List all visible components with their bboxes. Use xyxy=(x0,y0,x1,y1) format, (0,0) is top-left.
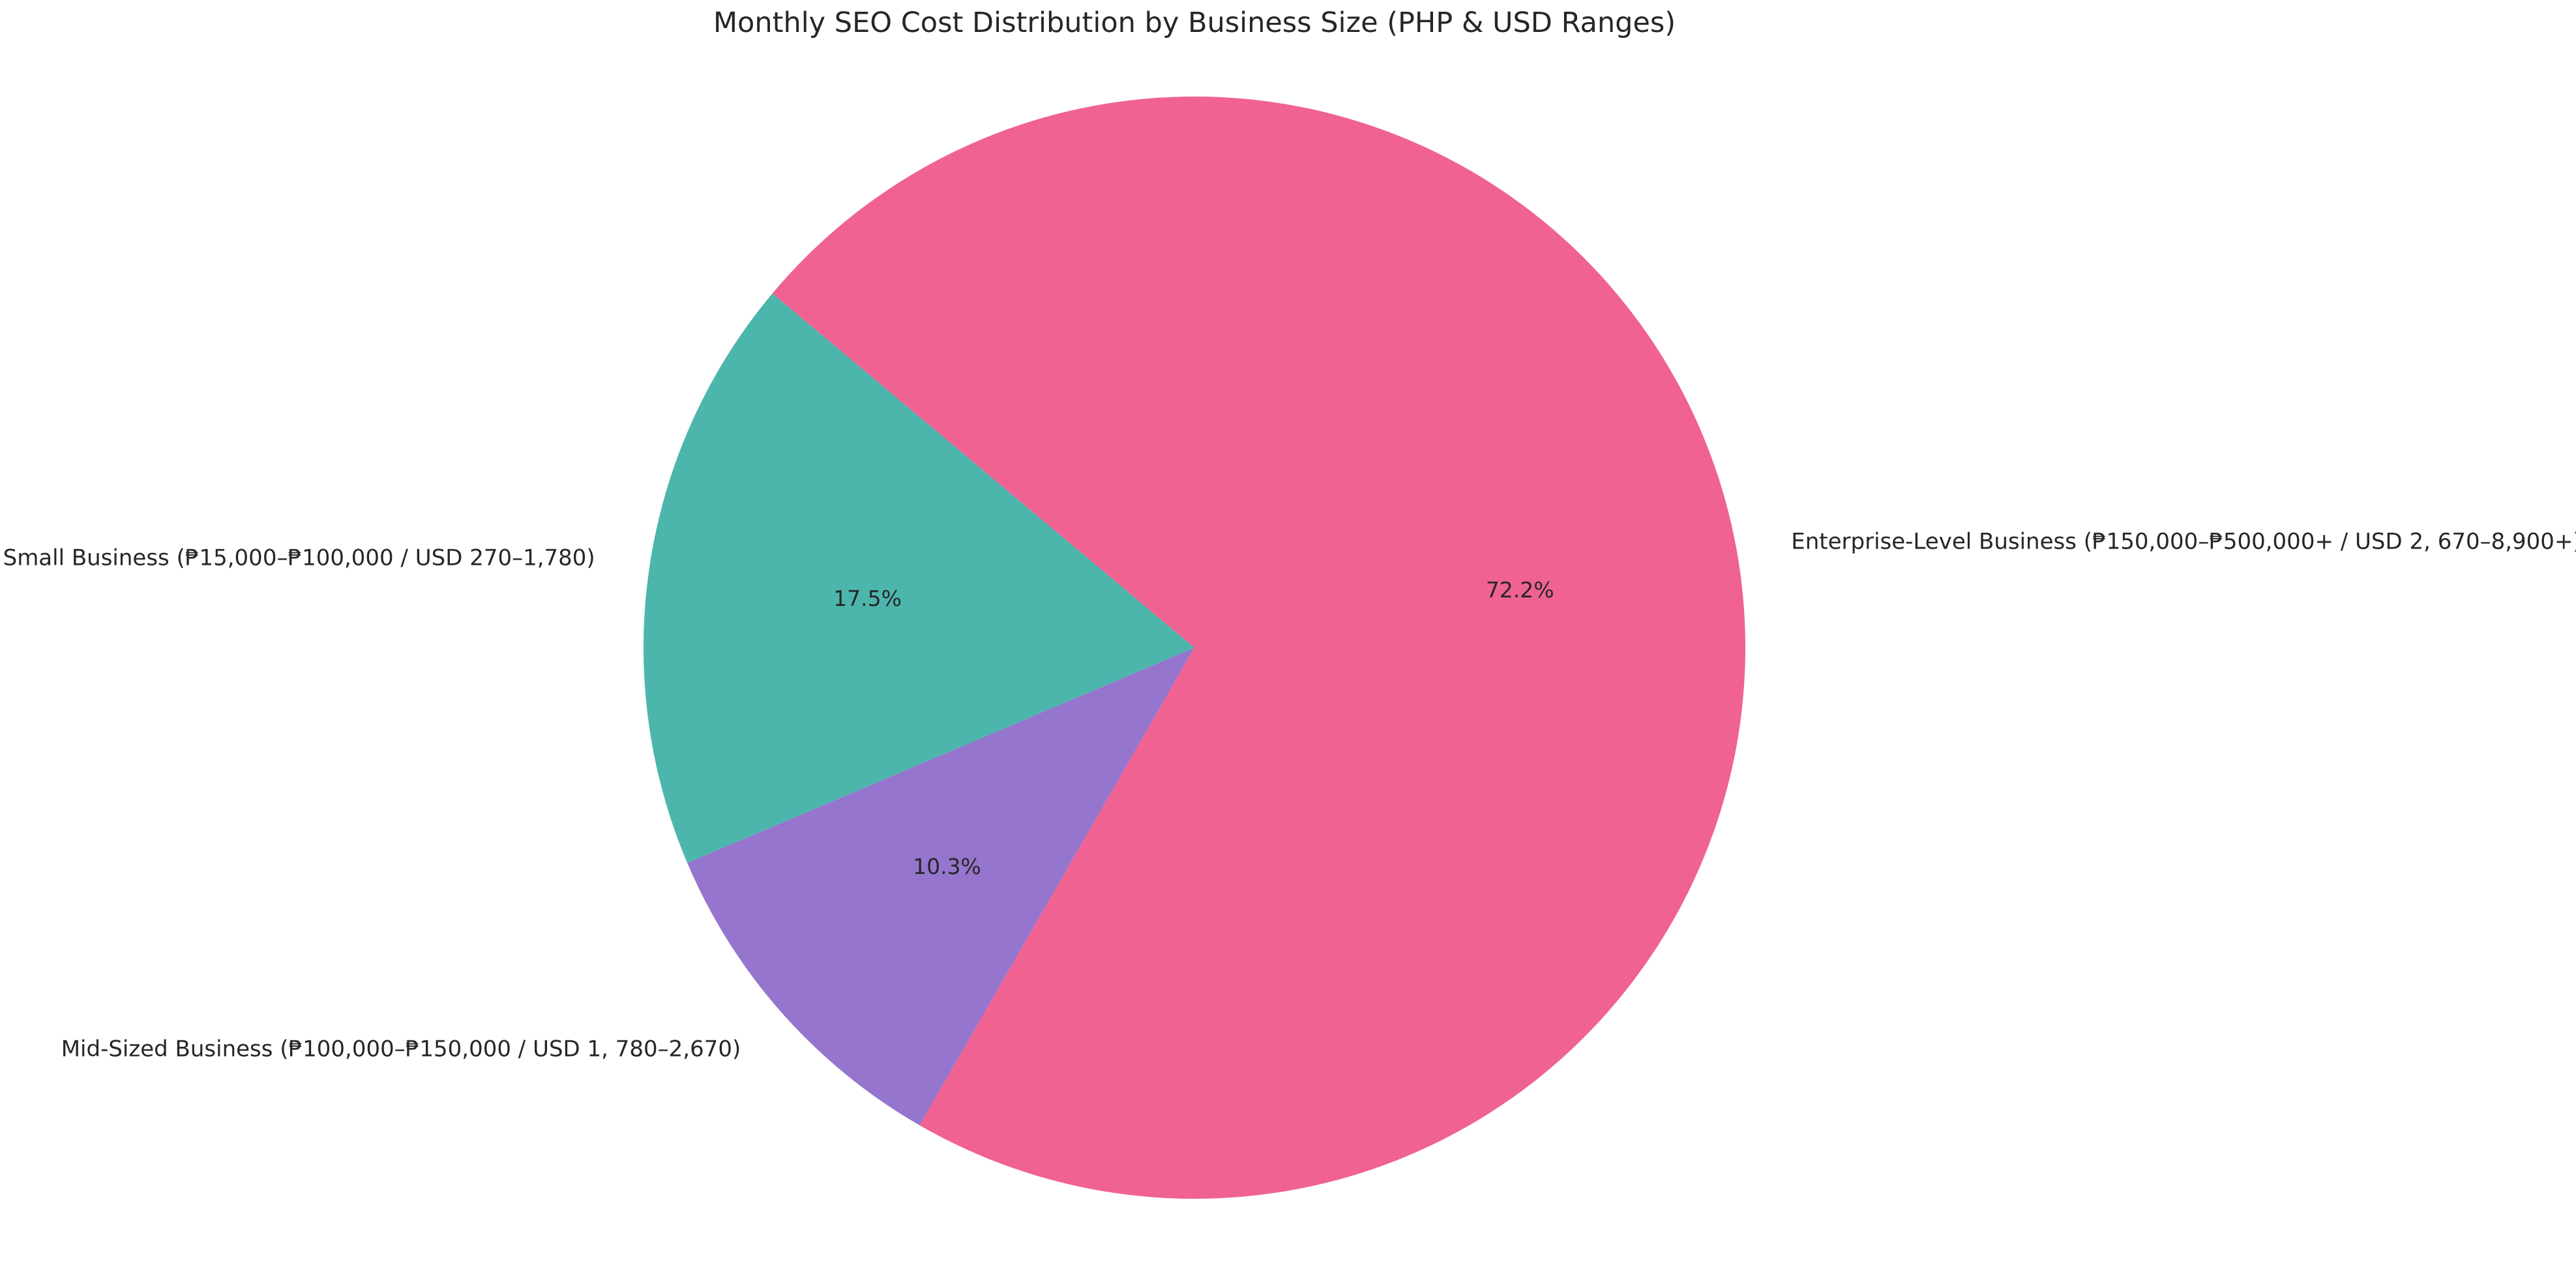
pie-slice-0 xyxy=(644,293,1194,864)
pct-label-enterprise-business: 72.2% xyxy=(1485,577,1554,603)
chart-title: Monthly SEO Cost Distribution by Busines… xyxy=(713,7,1676,39)
slice-label-mid-sized-business: Mid-Sized Business (₱100,000–₱150,000 / … xyxy=(61,1036,741,1062)
slice-label-enterprise-business: Enterprise-Level Business (₱150,000–₱500… xyxy=(1791,528,2576,555)
pct-label-mid-sized-business: 10.3% xyxy=(913,854,981,880)
pie-slice-2 xyxy=(772,96,1745,1199)
pct-label-small-business: 17.5% xyxy=(833,586,902,612)
slice-label-small-business: Small Business (₱15,000–₱100,000 / USD 2… xyxy=(3,545,595,571)
pie-slice-1 xyxy=(687,648,1194,1126)
